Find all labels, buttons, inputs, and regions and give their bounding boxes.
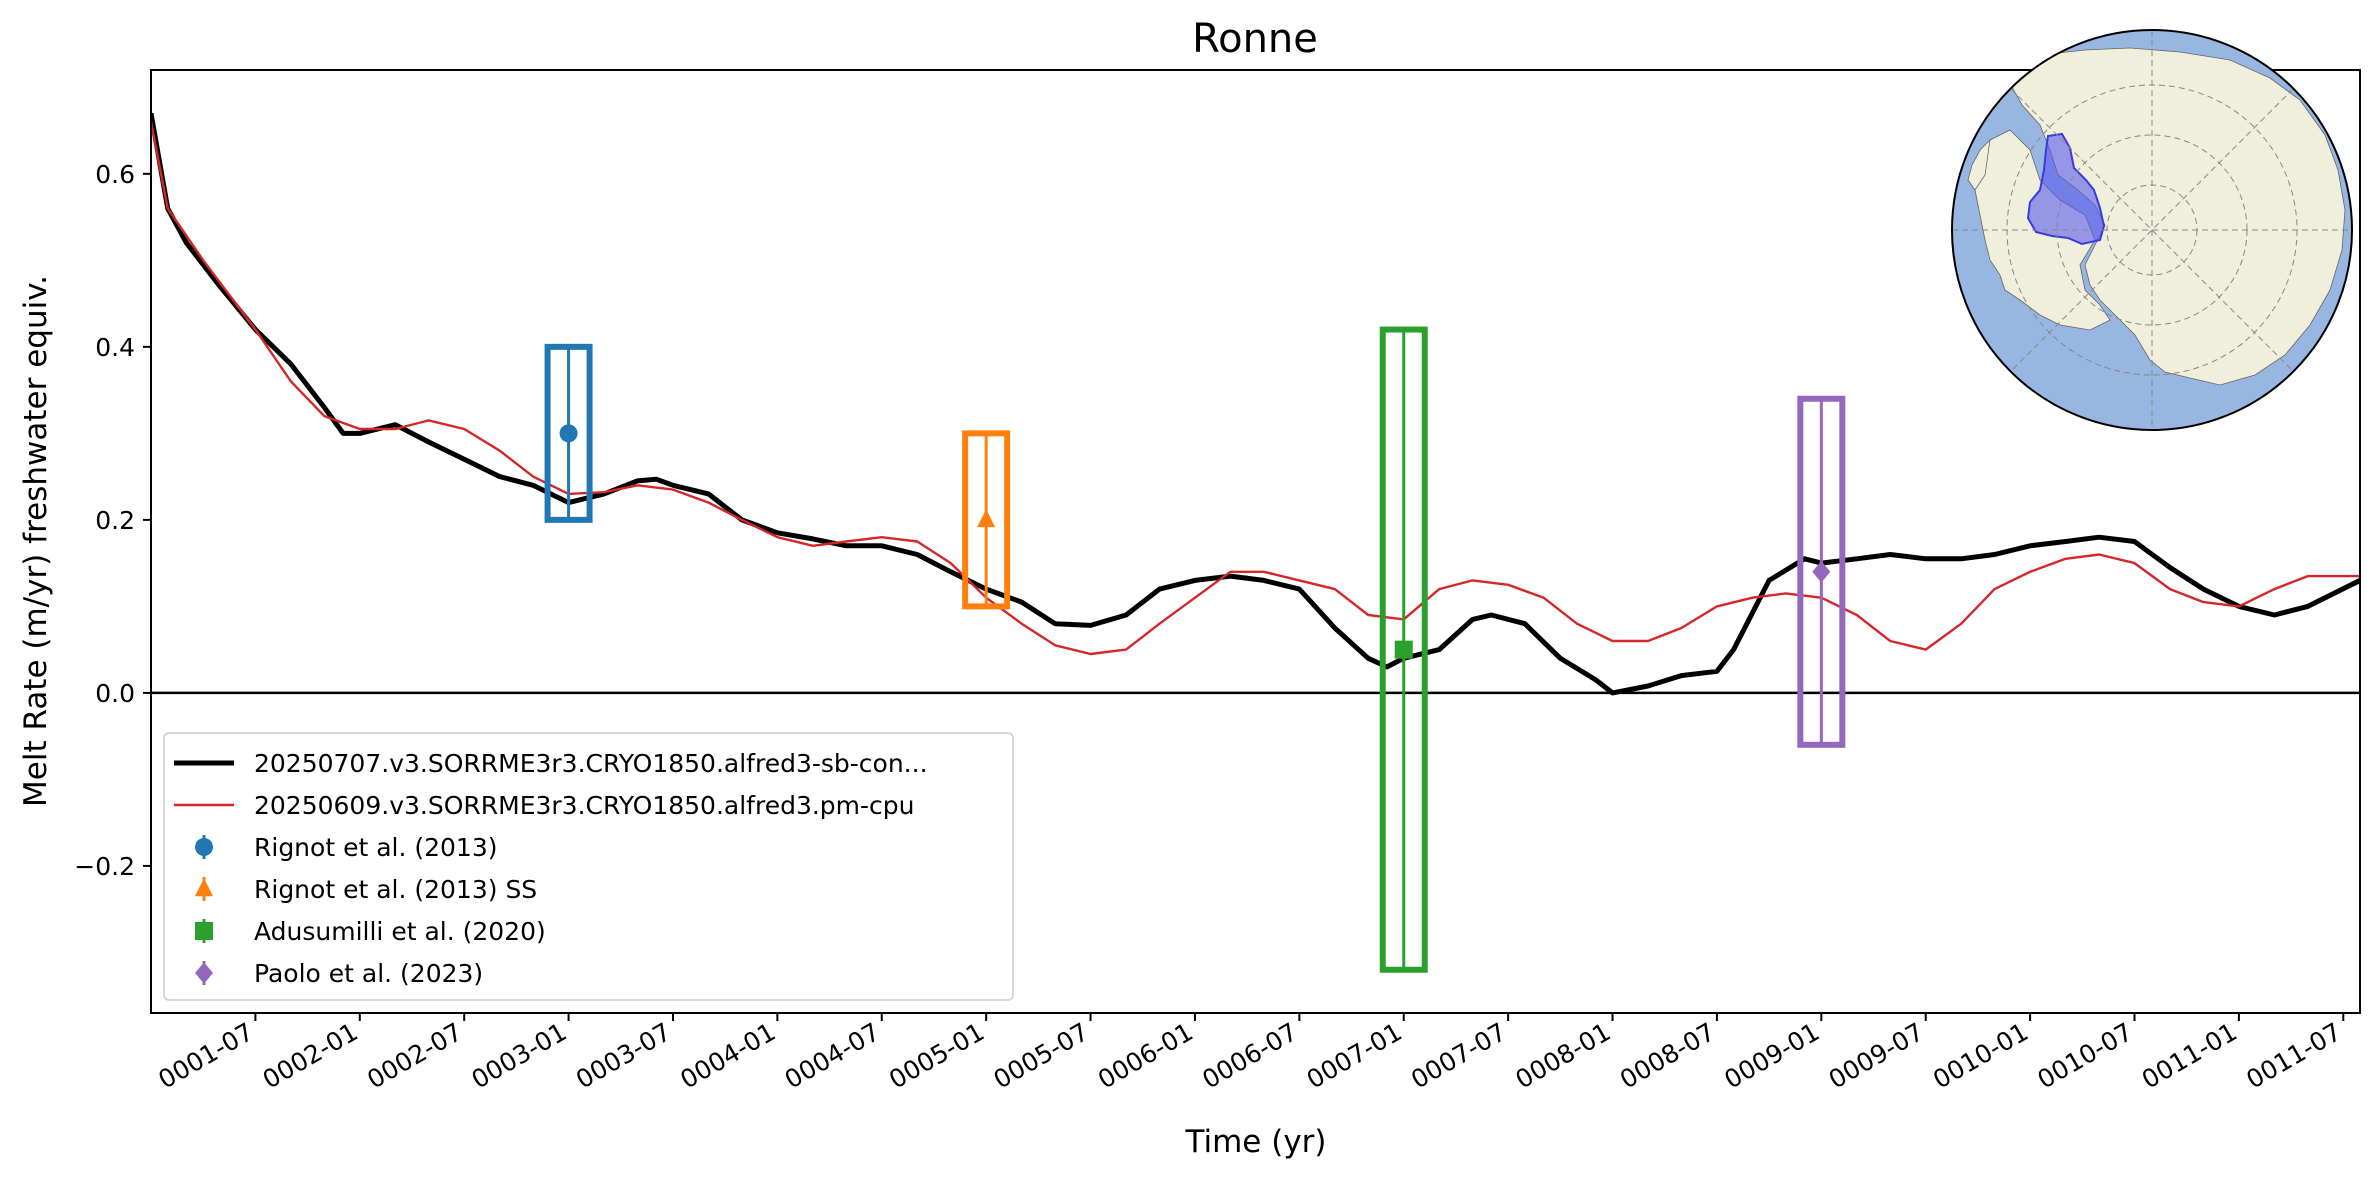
x-tick-label-21: 0011-07 — [2241, 1017, 2346, 1094]
x-tick-label-2: 0002-01 — [258, 1017, 363, 1094]
observation-marker-4 — [1812, 560, 1831, 583]
x-tick-label-6: 0004-01 — [675, 1017, 780, 1094]
x-tick-label-10: 0006-01 — [1093, 1017, 1198, 1094]
x-tick-label-3: 0002-07 — [362, 1017, 467, 1094]
legend-swatch-marker-1 — [195, 838, 213, 856]
legend-swatch-marker-3 — [195, 922, 213, 940]
legend-box — [163, 732, 1014, 1001]
y-tick-label-1: −0.2 — [74, 852, 135, 881]
series-line-2 — [151, 121, 2360, 656]
plot-frame — [150, 69, 2361, 1014]
x-tick-label-4: 0003-01 — [467, 1017, 572, 1094]
y-tick-label-2: 0.0 — [95, 679, 135, 708]
x-tick-label-16: 0009-01 — [1719, 1017, 1824, 1094]
x-tick-label-15: 0008-07 — [1615, 1017, 1720, 1094]
legend-label-observation-1: Rignot et al. (2013) — [254, 833, 498, 862]
chart-title: Ronne — [1192, 16, 1318, 62]
x-tick-label-5: 0003-07 — [571, 1017, 676, 1094]
x-tick-label-8: 0005-01 — [884, 1017, 989, 1094]
x-tick-label-12: 0007-01 — [1302, 1017, 1407, 1094]
observation-marker-3 — [1394, 640, 1413, 659]
inset-land-peninsula — [1967, 138, 1991, 191]
series-line-1 — [151, 112, 2360, 696]
x-tick-label-11: 0006-07 — [1197, 1017, 1302, 1094]
observation-marker-2 — [977, 509, 996, 528]
legend-label-series-2: 20250609.v3.SORRME3r3.CRYO1850.alfred3.p… — [254, 791, 915, 820]
legend: 20250707.v3.SORRME3r3.CRYO1850.alfred3-s… — [163, 732, 1014, 1001]
legend-swatch-marker-2 — [195, 878, 213, 897]
y-axis-label: Melt Rate (m/yr) freshwater equiv. — [18, 275, 54, 807]
x-tick-label-19: 0010-07 — [2033, 1017, 2138, 1094]
x-axis-label: Time (yr) — [1185, 1124, 1327, 1160]
observation-marker-1 — [559, 424, 578, 443]
inset-graticule — [1952, 30, 2352, 430]
x-tick-label-20: 0011-01 — [2137, 1017, 2242, 1094]
inset-border — [1951, 29, 2353, 431]
x-tick-label-1: 0001-07 — [153, 1017, 258, 1094]
x-tick-label-17: 0009-07 — [1824, 1017, 1929, 1094]
y-tick-label-3: 0.2 — [95, 506, 135, 535]
x-tick-label-9: 0005-07 — [989, 1017, 1094, 1094]
plot-marks — [151, 112, 2360, 973]
y-tick-label-5: 0.6 — [95, 160, 135, 189]
x-tick-label-13: 0007-07 — [1406, 1017, 1511, 1094]
legend-label-observation-3: Adusumilli et al. (2020) — [254, 917, 546, 946]
inset-map — [1951, 29, 2353, 431]
x-tick-label-7: 0004-07 — [780, 1017, 885, 1094]
legend-label-observation-2: Rignot et al. (2013) SS — [254, 875, 537, 904]
legend-label-observation-4: Paolo et al. (2023) — [254, 959, 483, 988]
y-tick-label-4: 0.4 — [95, 333, 135, 362]
legend-swatch-marker-4 — [195, 962, 213, 984]
legend-label-series-1: 20250707.v3.SORRME3r3.CRYO1850.alfred3-s… — [254, 749, 928, 778]
x-tick-label-14: 0008-01 — [1511, 1017, 1616, 1094]
x-tick-label-18: 0010-01 — [1928, 1017, 2033, 1094]
